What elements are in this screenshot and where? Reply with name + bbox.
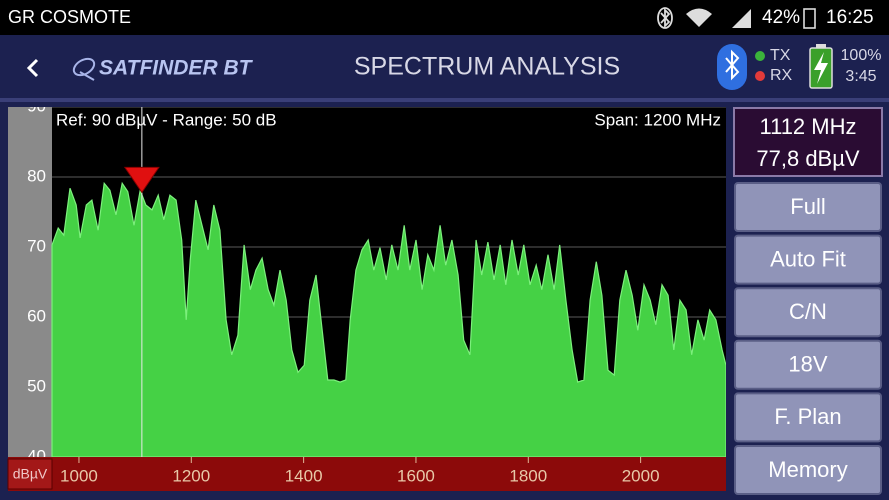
menu-button-label[interactable]: Full xyxy=(790,194,825,219)
span-label: Span: 1200 MHz xyxy=(594,110,721,129)
x-tick-label: 1200 xyxy=(172,466,210,485)
rx-label: RX xyxy=(770,67,793,84)
menu-button[interactable] xyxy=(734,287,882,338)
device-time: 3:45 xyxy=(845,68,876,85)
menu-button[interactable] xyxy=(734,339,882,390)
y-tick-label: 70 xyxy=(27,236,46,255)
menu-button[interactable] xyxy=(734,392,882,443)
logo-icon xyxy=(72,57,96,81)
logo-text: SATFINDER BT xyxy=(99,57,254,80)
x-tick-label: 2000 xyxy=(622,466,660,485)
readout-frequency: 1112 MHz xyxy=(759,114,856,139)
bluetooth-button[interactable] xyxy=(717,44,747,90)
rx-led xyxy=(755,71,765,81)
unit-box xyxy=(7,458,53,490)
battery-percent: 42% xyxy=(762,7,800,28)
readout-box xyxy=(733,107,883,177)
menu-button[interactable] xyxy=(734,234,882,285)
y-tick-label: 90 xyxy=(27,96,46,115)
battery-icon xyxy=(803,8,816,29)
button-panel: Full Auto Fit C/N 18V F. Plan Memory xyxy=(734,182,882,495)
device-battery: 100% xyxy=(841,47,882,64)
x-tick-label: 1600 xyxy=(397,466,435,485)
menu-button[interactable] xyxy=(734,182,882,232)
x-tick-label: 1400 xyxy=(285,466,323,485)
spectrum-chart: 40 50 60 70 80 90 Ref: 90 dBµV - Range: 50 dB S… xyxy=(27,96,726,465)
y-tick-label: 60 xyxy=(27,306,46,325)
menu-button-label[interactable]: Memory xyxy=(768,457,847,482)
x-axis: 1000 1200 1400 1600 1800 2000 xyxy=(60,457,660,485)
x-axis-band xyxy=(8,457,726,491)
y-unit: dBµV xyxy=(13,466,48,482)
wifi-icon xyxy=(686,8,712,27)
tx-label: TX xyxy=(770,47,791,64)
marker-triangle xyxy=(123,166,160,194)
carrier: GR COSMOTE xyxy=(8,7,131,27)
reference-label: Ref: 90 dBµV - Range: 50 dB xyxy=(56,110,277,129)
menu-button-label[interactable]: Auto Fit xyxy=(770,246,846,271)
screen-title: SPECTRUM ANALYSIS xyxy=(354,53,620,81)
menu-button-label[interactable]: 18V xyxy=(788,352,827,377)
y-tick-label: 40 xyxy=(27,446,46,465)
menu-button-label[interactable]: C/N xyxy=(789,299,827,324)
bluetooth-status-icon xyxy=(657,7,673,29)
clock: 16:25 xyxy=(826,7,874,28)
tx-led xyxy=(755,51,765,61)
readout-level: 77,8 dBµV xyxy=(756,146,860,171)
spectrum-area xyxy=(51,181,726,457)
y-tick-label: 80 xyxy=(27,166,46,185)
menu-button[interactable] xyxy=(734,445,882,495)
x-tick-label: 1800 xyxy=(509,466,547,485)
header-divider xyxy=(0,98,889,102)
signal-icon xyxy=(732,9,751,28)
back-button[interactable] xyxy=(26,58,39,78)
y-tick-label: 50 xyxy=(27,376,46,395)
y-axis-panel xyxy=(8,107,52,457)
menu-button-label[interactable]: F. Plan xyxy=(774,404,841,429)
device-battery-icon xyxy=(809,44,833,89)
status-bar xyxy=(0,0,889,35)
x-tick-label: 1000 xyxy=(60,466,98,485)
